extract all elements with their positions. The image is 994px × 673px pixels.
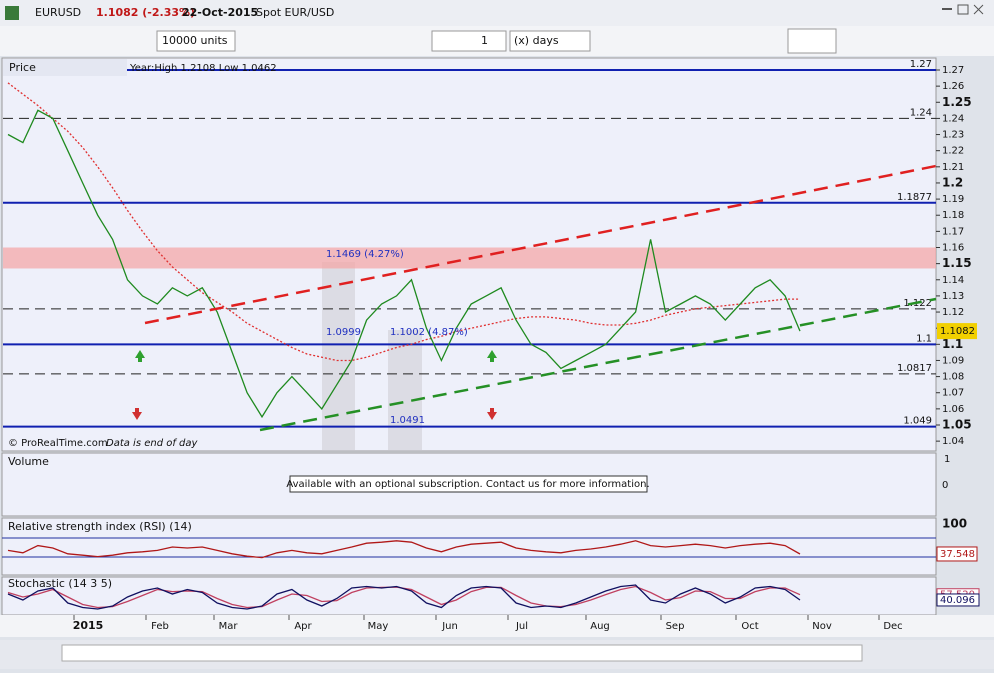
y-tick-label: 1.23 — [942, 130, 964, 141]
y-tick-label: 1.22 — [942, 146, 964, 157]
level-label: 1.049 — [903, 416, 932, 427]
y-tick-label: 1.06 — [942, 404, 964, 415]
x-tick-label: 2015 — [73, 619, 104, 632]
rsi-tag-label: 37.548 — [940, 549, 975, 560]
price-tag-label: 1.1082 — [940, 326, 975, 337]
panel-header — [3, 59, 127, 76]
y-tick-label: 1.19 — [942, 194, 964, 205]
app-icon — [5, 6, 19, 20]
y-tick-label: 1.2 — [942, 175, 963, 189]
units-select[interactable] — [156, 30, 236, 52]
x-tick-label: May — [368, 621, 389, 632]
panel-label: Price — [9, 61, 36, 74]
price-change: 1.1082 (-2.33%) — [96, 6, 195, 19]
y-tick-label: 1.1 — [942, 337, 963, 351]
level-label: 1.0817 — [897, 363, 932, 374]
x-tick-label: Mar — [219, 621, 239, 632]
y-tick-label: 1.05 — [942, 418, 972, 432]
units: 10000 units — [162, 34, 228, 47]
price-tag — [937, 323, 977, 340]
x-tick-label: Jul — [515, 621, 528, 632]
period-select[interactable] — [509, 30, 591, 52]
moving-average — [7, 82, 800, 362]
y-tick-label: 1.27 — [942, 65, 964, 76]
year-stats: Year:High 1.2108 Low 1.0462 — [129, 63, 277, 74]
rsi-tag — [936, 546, 978, 562]
y-tick-label: 0 — [942, 480, 948, 491]
y-tick-label: 1.08 — [942, 372, 964, 383]
y-tick-label: 1.12 — [942, 307, 964, 318]
period: (x) days — [514, 34, 559, 47]
y-tick-label: 1.26 — [942, 81, 964, 92]
y-tick-label: 1.09 — [942, 355, 964, 366]
y-tick-label: 1.15 — [942, 256, 972, 270]
count-input[interactable] — [431, 30, 507, 52]
annotation: 1.0491 — [390, 415, 425, 426]
stochastic-tag-label: 40.096 — [940, 595, 975, 606]
price-line — [7, 109, 801, 419]
symbol: EURUSD — [35, 6, 81, 19]
copyright: © ProRealTime.com — [8, 438, 108, 449]
x-tick-label: Nov — [812, 621, 832, 632]
x-tick-label: Dec — [883, 621, 902, 632]
level-label: 1.1877 — [897, 192, 932, 203]
y-tick-label: 1.14 — [942, 275, 964, 286]
chart-type-button[interactable] — [787, 28, 837, 54]
y-tick-label: 1.18 — [942, 210, 964, 221]
annotation: 1.1469 (4.27%) — [326, 249, 404, 260]
y-tick-label: 1.13 — [942, 291, 964, 302]
y-tick-label: 1.21 — [942, 162, 964, 173]
resistance-trendline — [144, 164, 937, 325]
panel-label: Stochastic (14 3 5) — [8, 577, 112, 590]
x-tick-label: Apr — [294, 621, 312, 632]
count: 1 — [481, 34, 488, 47]
y-tick-label: 1.04 — [942, 436, 964, 447]
description: Spot EUR/USD — [256, 6, 334, 19]
panel-label: Relative strength index (RSI) (14) — [8, 520, 192, 533]
y-tick-label: 1.24 — [942, 113, 964, 124]
level-label: 1.27 — [910, 59, 932, 70]
title-bar — [0, 0, 994, 26]
stochastic-panel — [1, 576, 937, 616]
rsi-line — [7, 540, 801, 559]
window-buttons[interactable] — [942, 4, 984, 15]
y-tick-label: 1 — [944, 454, 950, 465]
y-tick-label: 1.16 — [942, 243, 964, 254]
y-tick-label: 1.07 — [942, 388, 964, 399]
x-tick-label: Oct — [741, 621, 758, 632]
stochastic-tag — [936, 593, 980, 607]
y-tick-label: 100 — [942, 517, 967, 531]
notice: Available with an optional subscription.… — [286, 479, 649, 490]
notice-box — [289, 475, 648, 493]
rsi-panel — [1, 517, 937, 576]
x-tick-label: Feb — [151, 621, 169, 632]
y-tick-label: 1.17 — [942, 226, 964, 237]
x-tick-label: Sep — [666, 621, 685, 632]
x-tick-label: Jun — [441, 621, 458, 632]
shade — [388, 330, 422, 450]
x-tick-label: Aug — [590, 621, 610, 632]
y-tick-label: 1.25 — [942, 95, 972, 109]
stochastic-k — [7, 584, 801, 610]
annotation: 1.1002 (4.87%) — [390, 327, 468, 338]
data-note: Data is end of day — [106, 438, 199, 449]
panel-label: Volume — [8, 455, 49, 468]
scrollbar[interactable] — [61, 644, 863, 662]
level-label: 1.24 — [910, 107, 932, 118]
date: 22-Oct-2015 — [182, 6, 258, 19]
date-axis — [0, 615, 994, 637]
support-trendline — [259, 297, 937, 432]
shade — [322, 262, 355, 450]
annotation: 1.0999 — [326, 327, 361, 338]
level-label: 1.1 — [916, 333, 932, 344]
